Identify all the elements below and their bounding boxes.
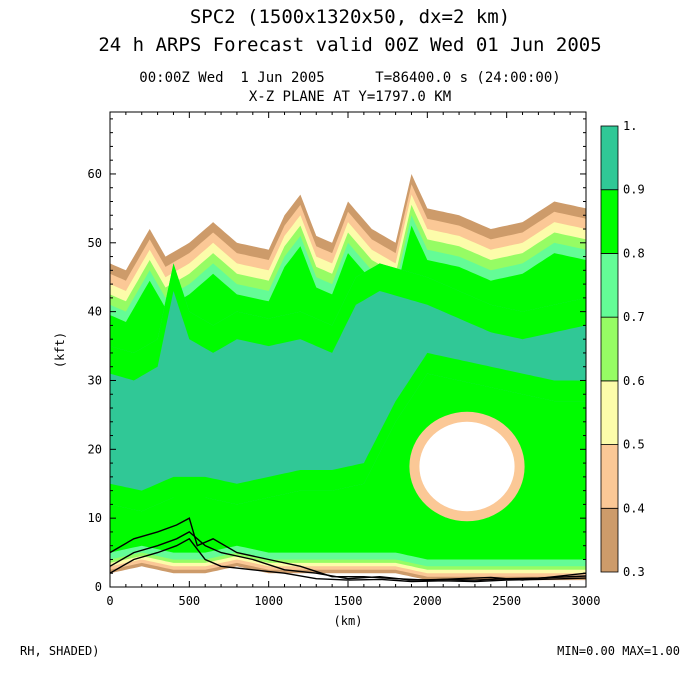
colorbar-swatch-0.7 (601, 253, 618, 317)
colorbar-swatch-0.9 (601, 126, 618, 190)
y-tick-label: 60 (88, 167, 102, 181)
chart-svg: 0 500 1000 1500 2000 2500 3000 0 10 20 30 40 50 60 (k… (0, 0, 700, 700)
x-tick-label: 1500 (334, 594, 363, 608)
colorbar-label: 1. (623, 119, 637, 133)
colorbar-label: 0.8 (623, 246, 645, 260)
x-tick-label: 1000 (254, 594, 283, 608)
colorbar-label: 0.7 (623, 310, 645, 324)
y-tick-label: 40 (88, 305, 102, 319)
colorbar-swatch-0.6 (601, 317, 618, 381)
colorbar-label: 0.5 (623, 438, 645, 452)
dry-pocket (419, 422, 514, 511)
colorbar-label: 0.9 (623, 183, 645, 197)
x-tick-label: 2500 (492, 594, 521, 608)
x-tick-label: 0 (106, 594, 113, 608)
x-tick-label: 500 (178, 594, 200, 608)
y-tick-label: 10 (88, 511, 102, 525)
colorbar-swatch-0.8 (601, 190, 618, 254)
y-tick-label: 20 (88, 442, 102, 456)
y-tick-label: 50 (88, 236, 102, 250)
x-axis-label: (km) (334, 614, 363, 628)
colorbar-swatch-0.4 (601, 445, 618, 509)
colorbar-label: 0.6 (623, 374, 645, 388)
colorbar-label: 0.4 (623, 501, 645, 515)
colorbar-swatch-0.3 (601, 508, 618, 572)
footer-minmax: MIN=0.00 MAX=1.00 (557, 644, 680, 658)
y-tick-label: 30 (88, 373, 102, 387)
y-axis-label: (kft) (53, 332, 67, 368)
y-tick-label: 0 (95, 580, 102, 594)
colorbar-swatch-0.5 (601, 381, 618, 445)
colorbar-label: 0.3 (623, 565, 645, 579)
footer-variable: RH, SHADED) (20, 644, 99, 658)
x-tick-label: 3000 (572, 594, 601, 608)
x-tick-label: 2000 (413, 594, 442, 608)
